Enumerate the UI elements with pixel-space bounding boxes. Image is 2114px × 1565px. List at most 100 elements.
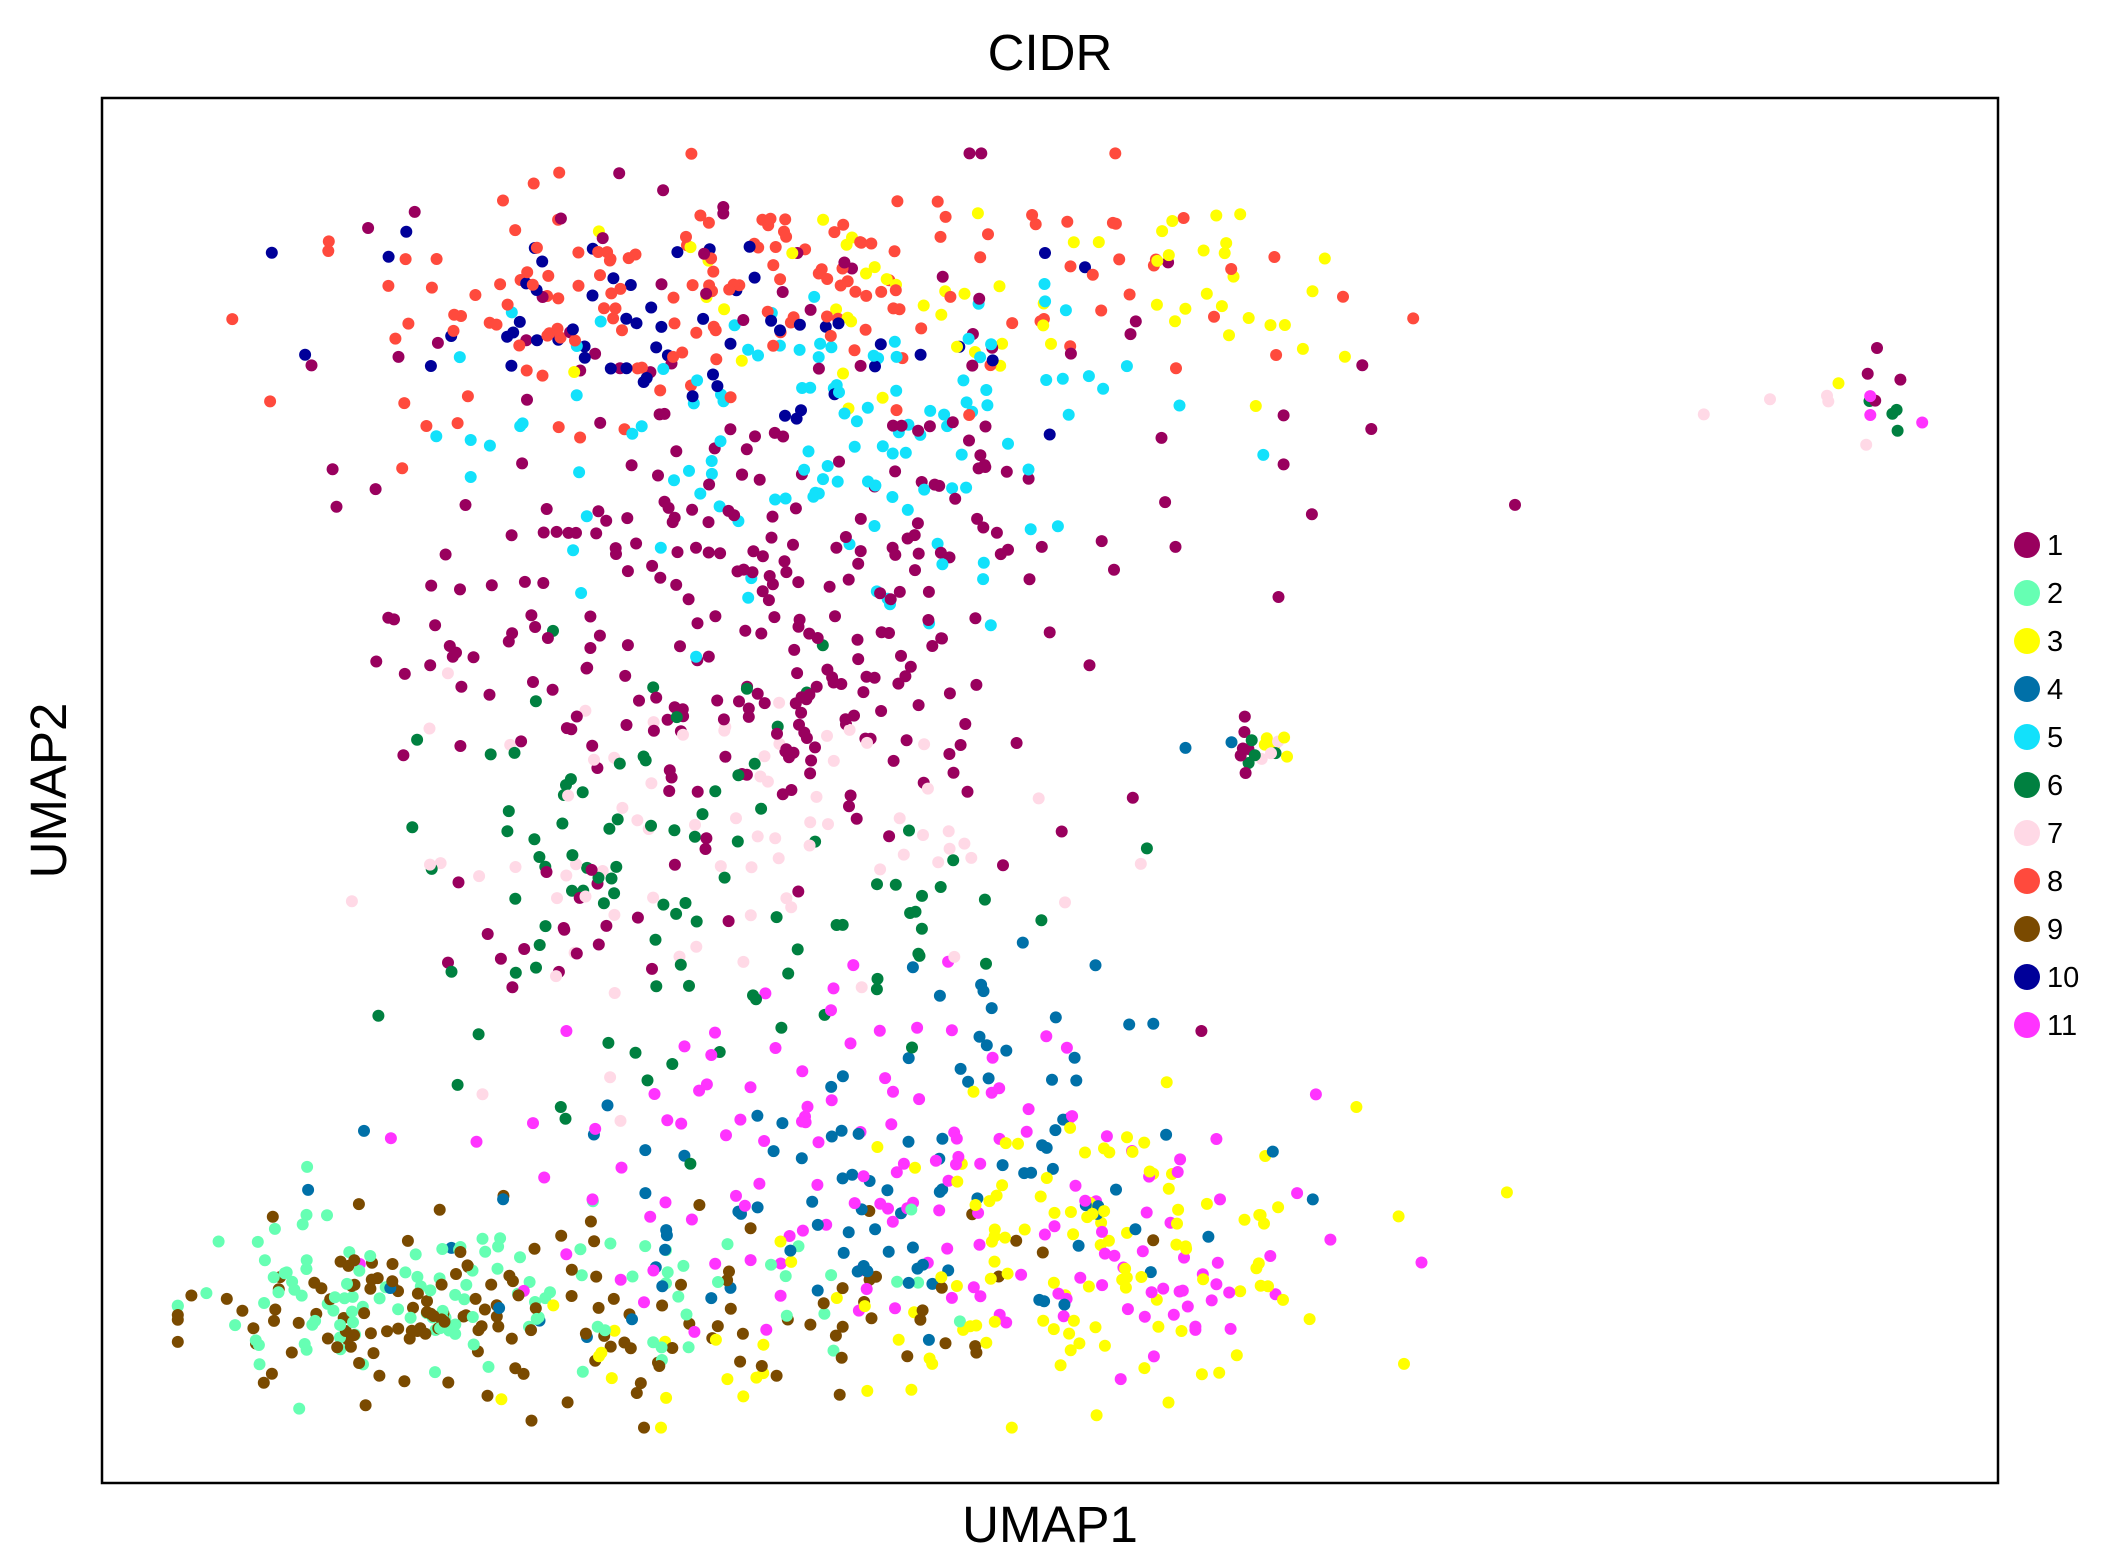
scatter-point-cluster-8 — [607, 312, 620, 325]
scatter-point-cluster-1 — [969, 612, 982, 625]
scatter-point-cluster-11 — [758, 1135, 771, 1147]
scatter-point-cluster-1 — [740, 443, 753, 456]
scatter-point-cluster-7 — [948, 950, 961, 963]
scatter-point-cluster-4 — [852, 1127, 865, 1140]
scatter-point-cluster-8 — [513, 339, 526, 352]
scatter-point-cluster-8 — [631, 362, 644, 375]
scatter-point-cluster-8 — [1170, 362, 1182, 375]
scatter-point-cluster-3 — [830, 1292, 843, 1304]
scatter-point-cluster-1 — [369, 483, 382, 496]
scatter-point-cluster-10 — [507, 326, 520, 339]
scatter-point-cluster-10 — [1043, 428, 1056, 441]
scatter-point-cluster-3 — [1272, 1201, 1285, 1214]
scatter-point-cluster-5 — [984, 619, 997, 632]
scatter-point-cluster-3 — [774, 1235, 787, 1248]
scatter-point-cluster-11 — [1060, 1041, 1073, 1054]
scatter-point-cluster-7 — [1697, 408, 1710, 421]
scatter-point-cluster-11 — [913, 1093, 926, 1106]
legend-marker-1 — [2014, 532, 2040, 558]
scatter-point-cluster-9 — [481, 1389, 494, 1402]
scatter-point-cluster-3 — [1047, 1276, 1060, 1289]
scatter-point-cluster-2 — [905, 1203, 918, 1216]
scatter-point-cluster-3 — [1090, 1409, 1103, 1422]
scatter-point-cluster-8 — [860, 289, 873, 302]
scatter-point-cluster-8 — [710, 353, 723, 366]
scatter-point-cluster-8 — [552, 292, 565, 305]
scatter-point-cluster-1 — [554, 212, 567, 225]
scatter-point-cluster-8 — [1177, 212, 1190, 224]
scatter-point-cluster-8 — [1106, 216, 1119, 229]
scatter-point-cluster-10 — [671, 246, 684, 259]
scatter-point-cluster-1 — [792, 885, 805, 898]
scatter-point-cluster-6 — [508, 746, 521, 759]
scatter-point-cluster-9 — [675, 1278, 687, 1291]
scatter-point-cluster-8 — [934, 230, 947, 243]
scatter-point-cluster-1 — [800, 693, 813, 706]
legend-marker-11 — [2014, 1012, 2040, 1038]
scatter-point-cluster-1 — [755, 627, 768, 640]
scatter-point-cluster-1 — [791, 667, 804, 680]
scatter-point-cluster-9 — [590, 1270, 603, 1283]
scatter-point-cluster-11 — [812, 1136, 825, 1149]
scatter-point-cluster-8 — [1337, 290, 1349, 303]
scatter-point-cluster-9 — [285, 1346, 298, 1359]
scatter-point-cluster-7 — [821, 729, 833, 742]
scatter-point-cluster-7 — [570, 858, 582, 871]
scatter-point-cluster-9 — [359, 1399, 372, 1412]
scatter-point-cluster-3 — [996, 1179, 1009, 1192]
scatter-point-cluster-9 — [485, 1278, 498, 1291]
scatter-point-cluster-5 — [1082, 370, 1095, 383]
scatter-point-cluster-3 — [709, 1333, 722, 1346]
scatter-point-cluster-6 — [629, 1046, 642, 1059]
scatter-point-cluster-7 — [608, 908, 621, 921]
scatter-point-cluster-1 — [1002, 543, 1014, 556]
scatter-point-cluster-9 — [618, 1336, 631, 1349]
scatter-point-cluster-3 — [980, 1336, 993, 1349]
scatter-point-cluster-11 — [774, 1257, 787, 1270]
scatter-point-cluster-1 — [668, 511, 681, 524]
scatter-point-cluster-9 — [308, 1276, 321, 1289]
scatter-point-cluster-1 — [455, 680, 468, 693]
scatter-point-cluster-1 — [521, 393, 533, 406]
scatter-point-cluster-10 — [536, 255, 549, 268]
scatter-point-cluster-1 — [703, 478, 716, 491]
scatter-point-cluster-4 — [776, 1117, 789, 1130]
scatter-point-cluster-3 — [1067, 236, 1080, 249]
scatter-point-cluster-1 — [565, 723, 578, 736]
scatter-point-cluster-1 — [619, 669, 632, 682]
scatter-point-cluster-2 — [253, 1358, 266, 1371]
scatter-point-cluster-6 — [472, 1028, 485, 1041]
scatter-point-cluster-9 — [348, 1254, 361, 1267]
scatter-point-cluster-8 — [264, 395, 277, 408]
scatter-point-cluster-4 — [996, 1159, 1009, 1172]
scatter-point-cluster-3 — [1254, 1279, 1267, 1292]
scatter-point-cluster-3 — [1018, 1223, 1031, 1236]
scatter-point-cluster-1 — [1129, 315, 1142, 328]
scatter-point-cluster-7 — [843, 723, 856, 736]
scatter-point-cluster-5 — [742, 591, 755, 604]
scatter-point-cluster-3 — [1296, 342, 1309, 355]
scatter-point-cluster-3 — [1047, 1323, 1060, 1336]
scatter-point-cluster-4 — [1070, 1074, 1083, 1087]
scatter-point-cluster-1 — [506, 981, 519, 994]
scatter-point-cluster-11 — [950, 1158, 962, 1171]
scatter-point-cluster-1 — [893, 585, 906, 598]
scatter-point-cluster-8 — [855, 236, 868, 249]
scatter-point-cluster-4 — [837, 1246, 850, 1259]
scatter-point-cluster-11 — [1040, 1030, 1053, 1043]
scatter-point-cluster-1 — [756, 585, 769, 598]
scatter-point-cluster-11 — [705, 1049, 718, 1061]
scatter-point-cluster-1 — [851, 633, 864, 646]
scatter-point-cluster-1 — [613, 167, 626, 180]
scatter-point-cluster-9 — [457, 1310, 470, 1323]
scatter-point-cluster-9 — [386, 1275, 399, 1288]
scatter-point-cluster-2 — [599, 1324, 611, 1337]
scatter-point-cluster-1 — [722, 504, 735, 517]
scatter-point-cluster-2 — [353, 1264, 366, 1277]
scatter-point-cluster-11 — [638, 1296, 650, 1309]
scatter-point-cluster-8 — [520, 364, 533, 377]
scatter-point-cluster-5 — [804, 381, 817, 394]
scatter-point-cluster-8 — [1095, 304, 1108, 317]
scatter-point-cluster-6 — [530, 961, 542, 974]
scatter-point-cluster-6 — [916, 889, 928, 902]
